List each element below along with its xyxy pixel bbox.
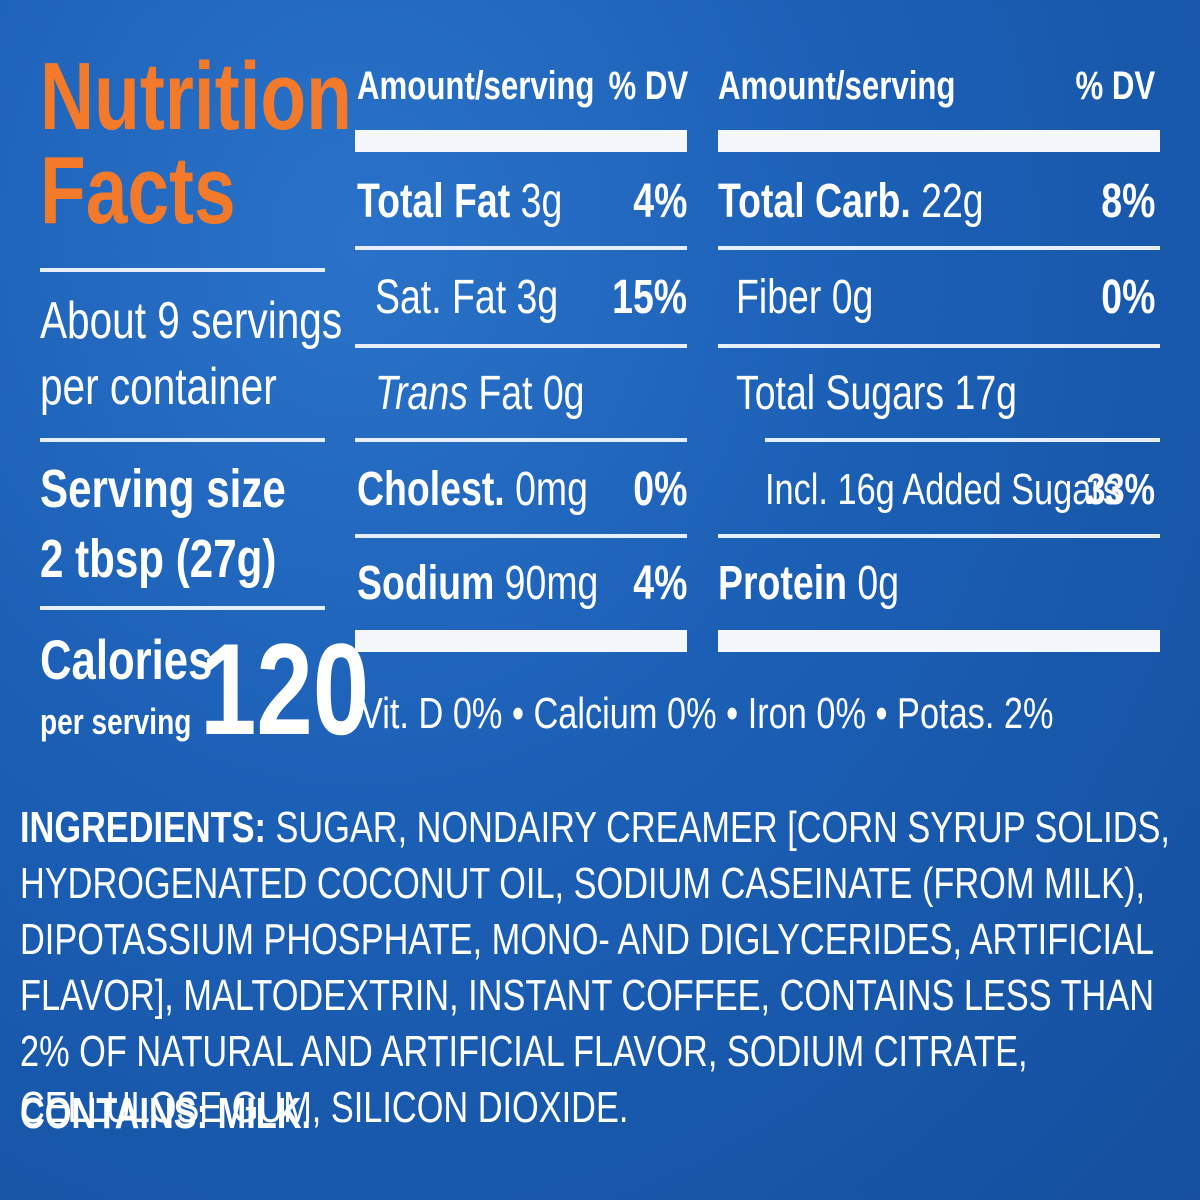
row-cholesterol: Cholest. 0mg 0% [357,460,687,520]
cholest-amount: 0mg [504,463,588,516]
sodium-label: Sodium [357,557,495,610]
fiber-label: Fiber 0g [736,271,874,324]
left-divider-1 [40,268,325,272]
ingredients-text: SUGAR, NONDAIRY CREAMER [CORN SYRUP SOLI… [20,803,1170,1132]
row-total-fat: Total Fat 3g 4% [357,172,687,232]
title-line-1: Nutrition [40,43,352,150]
serving-size-label: Serving size [40,459,286,519]
calories-per-serving: per serving [40,701,192,742]
row-trans-fat: Trans Fat 0g [375,364,687,424]
total-fat-amount: 3g [510,175,563,228]
vitamins-minerals-line: Vit. D 0% • Calcium 0% • Iron 0% • Potas… [360,689,1054,738]
row-sodium: Sodium 90mg 4% [357,554,687,614]
right-bottom-bar [718,630,1160,652]
title-line-2: Facts [40,137,236,244]
row-fiber: Fiber 0g 0% [736,268,1155,328]
sodium-amount: 90mg [494,557,599,610]
protein-label: Protein [718,557,847,610]
servings-line-1: About 9 servings [40,292,343,350]
mid-divider-4 [355,534,687,538]
right-amount-header: Amount/serving [718,64,956,108]
nutrition-facts-title: Nutrition Facts [40,43,352,244]
row-total-sugars: Total Sugars 17g [736,364,1155,424]
mid-dv-header: % DV [608,64,688,108]
mid-divider-1 [355,246,687,250]
added-sugars-dv: 33% [1086,465,1155,514]
left-divider-2 [40,438,325,442]
calories-label: Calories [40,628,213,691]
right-divider-4 [718,534,1160,538]
mid-bottom-bar [355,630,687,652]
servings-line-2: per container [40,358,277,416]
right-divider-2 [718,344,1160,348]
right-divider-3 [765,438,1160,442]
row-protein: Protein 0g [718,554,1155,614]
total-carb-dv: 8% [1100,175,1155,228]
added-sugars-label: Incl. 16g Added Sugars [765,465,1120,514]
calories-value: 120 [200,616,370,762]
ingredients-block: INGREDIENTS: SUGAR, NONDAIRY CREAMER [CO… [20,800,1180,1136]
ingredients-label: INGREDIENTS: [20,803,266,852]
total-fat-dv: 4% [632,175,687,228]
sat-fat-dv: 15% [612,271,687,324]
right-divider-1 [718,246,1160,250]
right-top-bar [718,130,1160,152]
total-carb-label: Total Carb. [718,175,911,228]
mid-divider-2 [355,344,687,348]
row-sat-fat: Sat. Fat 3g 15% [375,268,687,328]
sat-fat-label: Sat. Fat 3g [375,271,559,324]
protein-amount: 0g [846,557,900,610]
fiber-dv: 0% [1100,271,1155,324]
servings-per-container: About 9 servings per container [40,288,342,420]
row-total-carb: Total Carb. 22g 8% [718,172,1155,232]
row-added-sugars: Incl. 16g Added Sugars 33% [765,460,1155,520]
sodium-dv: 4% [632,557,687,610]
left-divider-3 [40,606,325,610]
contains-text: MILK. [208,1089,312,1138]
cholest-dv: 0% [632,463,687,516]
trans-fat-label: Fat 0g [467,367,585,420]
trans-fat-italic: Trans [375,367,468,420]
allergen-statement: CONTAINS: MILK. [20,1086,393,1142]
serving-size: Serving size 2 tbsp (27g) [40,454,330,594]
cholest-label: Cholest. [357,463,505,516]
total-sugars-label: Total Sugars 17g [736,367,1017,420]
total-carb-amount: 22g [910,175,984,228]
right-dv-header: % DV [1075,64,1155,108]
mid-amount-header: Amount/serving [357,64,595,108]
contains-label: CONTAINS: [20,1089,209,1138]
mid-divider-3 [355,438,687,442]
total-fat-label: Total Fat [357,175,511,228]
mid-top-bar [355,130,687,152]
serving-size-value: 2 tbsp (27g) [40,529,277,589]
